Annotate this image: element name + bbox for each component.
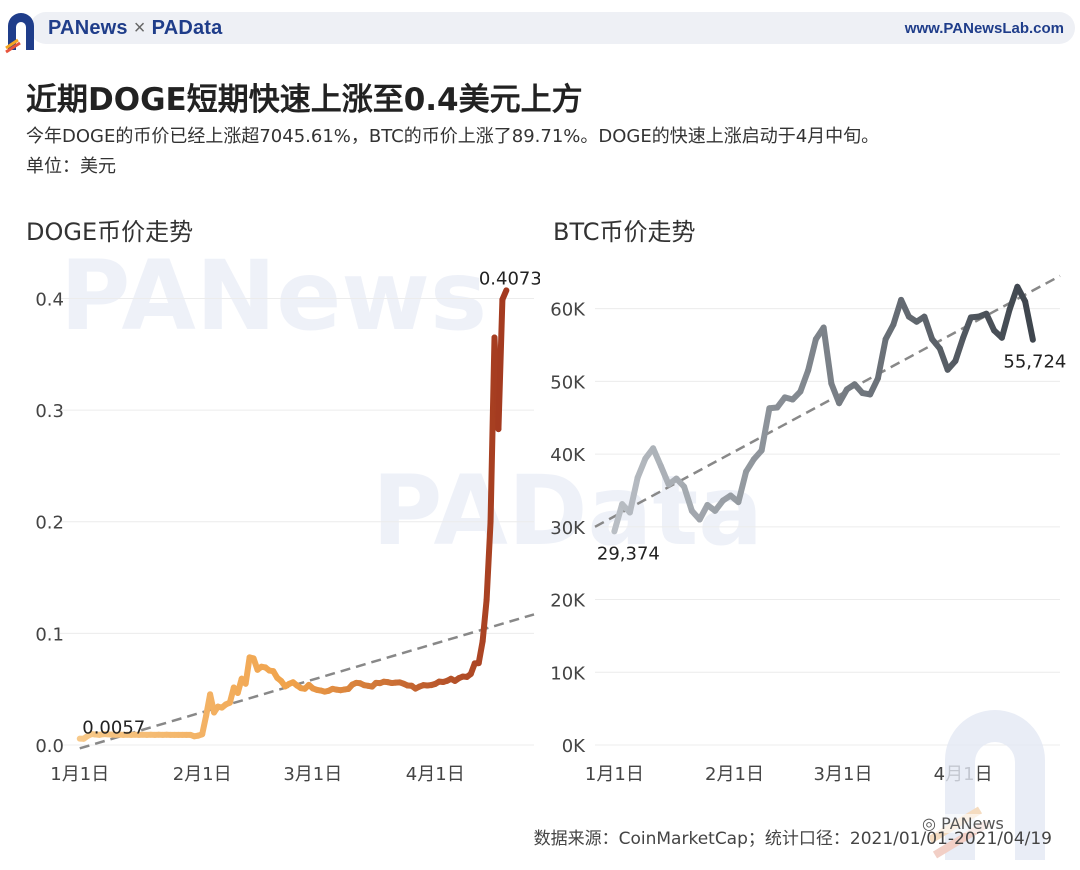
y-tick-label: 0K [562,736,586,757]
watermark-panews: PANews [60,240,488,352]
price-line-segment [758,405,773,454]
price-line-segment [921,313,936,343]
price-line-segment [735,468,750,506]
y-tick-label: 0.2 [35,513,64,534]
end-value-label: 0.4073 [479,268,540,289]
trend-line [79,613,535,750]
end-value-label: 55,724 [1003,352,1066,373]
trend-line [594,274,1061,528]
y-tick-label: 0.3 [35,401,64,422]
y-tick-label: 0.1 [35,624,64,645]
price-line-segment [650,445,664,470]
y-tick-label: 30K [550,518,586,539]
price-line-segment [936,345,951,373]
y-tick-label: 50K [550,372,586,393]
price-line-segment [960,314,974,341]
x-tick-label: 3月1日 [814,764,873,785]
page-subtitle: 今年DOGE的币价已经上涨超7045.61%，BTC的币价上涨了89.71%。D… [26,126,880,147]
x-tick-label: 2月1日 [705,764,764,785]
price-line-segment [611,501,626,535]
site-url[interactable]: www.PANewsLab.com [904,20,1064,37]
price-line-segment [998,306,1013,341]
wechat-watermark: ◎ PANews [922,814,1004,833]
x-tick-label: 4月1日 [406,764,465,785]
price-line-segment [657,463,672,488]
doge-chart-title: DOGE币价走势 [26,218,194,246]
price-line-segment [499,287,510,303]
price-line-segment [805,336,819,374]
x-tick-label: 3月1日 [283,764,342,785]
y-tick-label: 40K [550,445,586,466]
price-line-segment [797,367,812,395]
price-line-segment [199,712,210,738]
doge-price-chart: 0.0 0.1 0.2 0.3 0.4 1月1日 2月1日 3月1日 4月1日 0.0057 0.4… [35,268,540,785]
price-line-segment [626,474,641,516]
price-line-segment [952,334,967,364]
y-tick-label: 10K [550,663,586,684]
panews-logo-icon [5,13,34,54]
start-value-label: 29,374 [597,543,660,564]
price-line-segment [495,296,506,433]
price-line-segment [898,296,912,320]
top-banner: PANews × PAData www.PANewsLab.com [0,10,1080,54]
price-line-segment [242,654,253,687]
y-tick-label: 20K [550,591,586,612]
brand-panews: PANews [48,17,128,39]
y-tick-label: 60K [550,300,586,321]
y-tick-label: 0.4 [35,289,64,310]
banner-background [30,12,1075,44]
price-line-segment [820,324,835,387]
page-title: 近期DOGE短期快速上涨至0.4美元上方 [26,82,583,118]
wechat-account-name: PANews [941,814,1004,833]
brand-name: PANews × PAData [48,17,223,40]
watermark-padata: PAData [372,455,763,567]
price-line-segment [1022,298,1036,343]
price-line-segment [483,518,494,603]
price-line-segment [634,455,649,481]
start-value-label: 0.0057 [82,718,145,739]
price-line-segment [681,483,695,514]
brand-separator: × [133,17,146,39]
y-tick-label: 0.0 [35,736,64,757]
wechat-icon: ◎ [922,814,936,833]
brand-padata: PAData [151,17,223,39]
btc-chart-title: BTC币价走势 [553,218,696,246]
price-line-segment [874,336,889,382]
x-tick-label: 1月1日 [585,764,644,785]
x-tick-label: 1月1日 [50,764,109,785]
data-source: 数据来源：CoinMarketCap；统计口径：2021/01/01-2021/… [533,829,1052,849]
x-tick-label: 2月1日 [173,764,232,785]
price-line-segment [475,638,486,667]
unit-label: 单位：美元 [26,156,116,177]
price-line-segment [479,596,490,645]
price-line-segment [983,310,998,334]
